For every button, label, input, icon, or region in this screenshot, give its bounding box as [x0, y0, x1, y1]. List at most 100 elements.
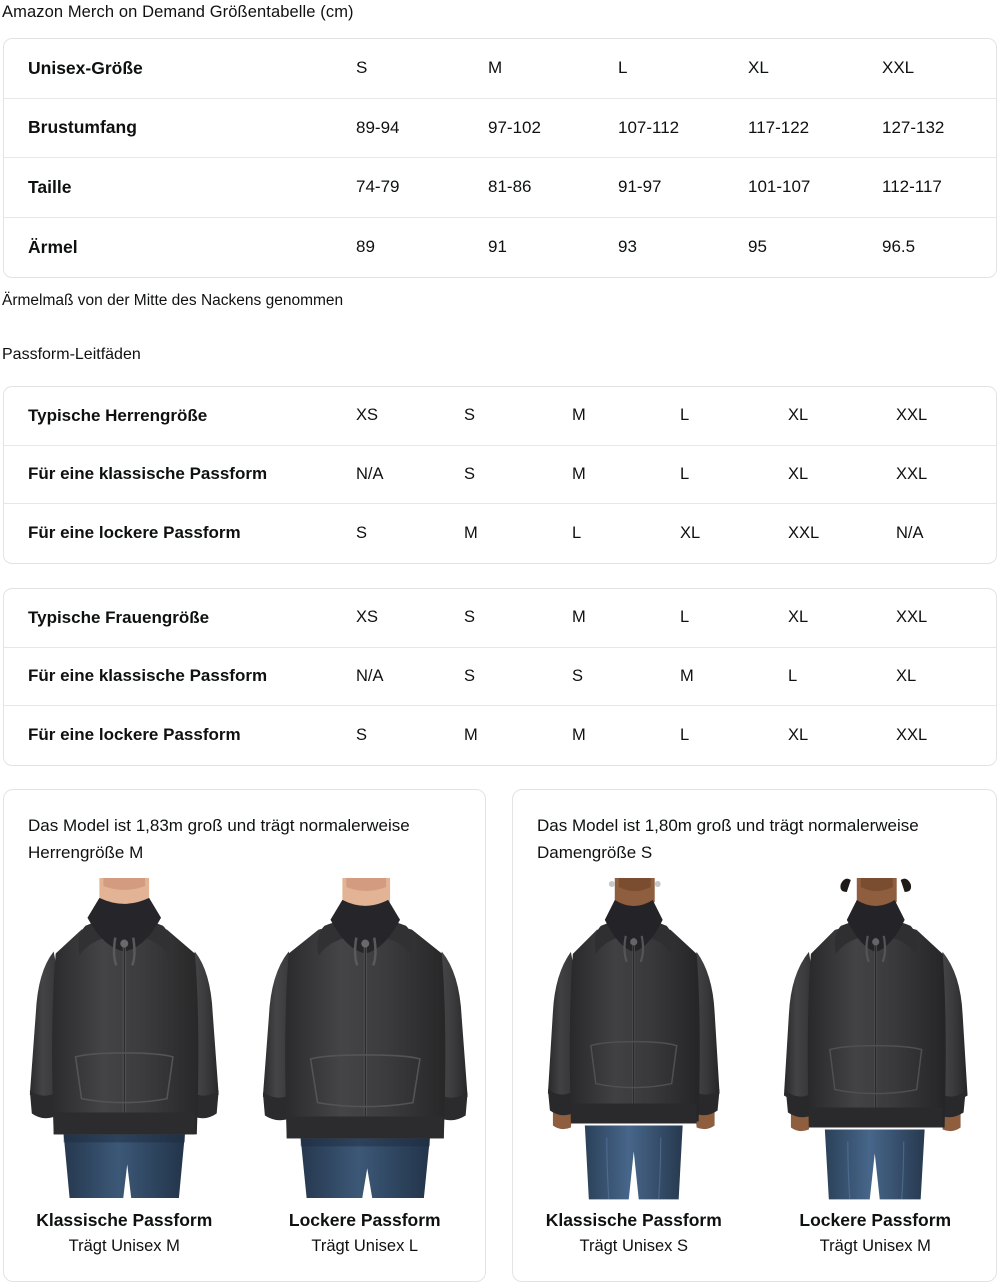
table-row-header: Typische Herrengröße XS S M L XL XXL [4, 387, 996, 446]
table-cell: M [464, 523, 478, 542]
table-cell: S [464, 666, 476, 685]
female-model-relaxed-photo [754, 878, 996, 1200]
mens-figure-captions: Klassische Passform Trägt Unisex M Locke… [4, 1207, 485, 1259]
row-header-label: Unisex-Größe [28, 57, 143, 78]
table-cell: L [572, 523, 582, 542]
table-cell: N/A [356, 666, 384, 685]
table-cell: S [356, 725, 368, 744]
womens-model-card: Das Model ist 1,80m groß und trägt norma… [512, 789, 997, 1282]
table-row: Für eine klassische Passform N/A S M L X… [4, 446, 996, 504]
table-cell: 91-97 [618, 177, 662, 197]
table-cell: XXL [896, 725, 928, 744]
table-cell: L [680, 464, 690, 483]
table-cell: N/A [356, 464, 384, 483]
row-header-label: Ärmel [28, 236, 78, 257]
row-header-label: Typische Frauengröße [28, 607, 210, 627]
caption-subtitle: Trägt Unisex M [819, 1237, 931, 1255]
sleeve-measurement-note: Ärmelmaß von der Mitte des Nackens genom… [2, 292, 344, 309]
table-cell: S [464, 464, 476, 483]
table-row: Für eine lockere Passform S M M L XL XXL [4, 706, 996, 765]
womens-classic-fit-caption: Klassische Passform Trägt Unisex S [513, 1207, 755, 1259]
mens-model-figures [4, 878, 485, 1200]
table-cell: S [356, 523, 368, 542]
column-header-xxl: XXL [896, 406, 928, 425]
table-cell: 89-94 [356, 117, 400, 137]
row-header-label: Brustumfang [28, 117, 137, 138]
womens-model-figures [513, 878, 996, 1200]
unisex-size-table: Unisex-Größe S M L XL XXL Brustumfang 89… [3, 38, 997, 278]
table-cell: XL [680, 523, 701, 542]
male-model-classic-photo [4, 878, 245, 1199]
table-cell: M [680, 666, 694, 685]
table-row: Taille 74-79 81-86 91-97 101-107 112-117 [4, 158, 996, 218]
mens-relaxed-fit-figure [244, 878, 485, 1200]
mens-model-card: Das Model ist 1,83m groß und trägt norma… [3, 789, 486, 1282]
row-header-label: Typische Herrengröße [28, 405, 208, 425]
row-header-label: Taille [28, 176, 72, 197]
column-header-xs: XS [356, 608, 379, 627]
table-cell: 81-86 [488, 177, 532, 197]
column-header-xl: XL [788, 406, 809, 425]
womens-relaxed-fit-caption: Lockere Passform Trägt Unisex M [755, 1207, 997, 1259]
table-cell: 93 [618, 237, 637, 257]
table-row: Brustumfang 89-94 97-102 107-112 117-122… [4, 99, 996, 158]
fit-guides-heading: Passform-Leitfäden [2, 346, 141, 363]
female-model-classic-photo [513, 878, 755, 1200]
table-row: Für eine klassische Passform N/A S S M L… [4, 648, 996, 706]
row-header-label: Für eine klassische Passform [28, 666, 268, 686]
column-header-s: S [464, 406, 476, 425]
table-cell: 74-79 [356, 177, 400, 197]
womens-figure-captions: Klassische Passform Trägt Unisex S Locke… [513, 1207, 996, 1259]
womens-classic-fit-figure [513, 878, 755, 1200]
table-row-header: Unisex-Größe S M L XL XXL [4, 39, 996, 99]
column-header-xs: XS [356, 406, 379, 425]
caption-title: Klassische Passform [36, 1210, 213, 1230]
row-header-label: Für eine lockere Passform [28, 725, 241, 745]
caption-title: Lockere Passform [288, 1210, 441, 1230]
table-cell: XXL [788, 523, 820, 542]
table-cell: S [572, 666, 584, 685]
table-row: Für eine lockere Passform S M L XL XXL N… [4, 504, 996, 563]
table-cell: 91 [488, 237, 507, 257]
caption-subtitle: Trägt Unisex L [311, 1237, 419, 1255]
caption-subtitle: Trägt Unisex S [579, 1237, 688, 1255]
page-title: Amazon Merch on Demand Größentabelle (cm… [2, 3, 354, 21]
table-cell: L [788, 666, 798, 685]
caption-title: Klassische Passform [545, 1210, 722, 1230]
table-cell: 101-107 [748, 177, 811, 197]
mens-model-description: Das Model ist 1,83m groß und trägt norma… [28, 816, 410, 862]
column-header-m: M [572, 608, 586, 627]
table-row: Ärmel 89 91 93 95 96.5 [4, 218, 996, 278]
table-row-header: Typische Frauengröße XS S M L XL XXL [4, 589, 996, 648]
column-header-s: S [356, 58, 368, 78]
table-cell: 97-102 [488, 117, 541, 137]
table-cell: N/A [896, 523, 924, 542]
column-header-l: L [680, 608, 690, 627]
table-cell: 95 [748, 237, 767, 257]
column-header-m: M [488, 58, 503, 78]
table-cell: XL [788, 725, 809, 744]
table-cell: M [572, 464, 586, 483]
mens-relaxed-fit-caption: Lockere Passform Trägt Unisex L [245, 1207, 486, 1259]
table-cell: 127-132 [882, 117, 945, 137]
table-cell: 96.5 [882, 237, 916, 257]
row-header-label: Für eine lockere Passform [28, 523, 241, 543]
row-header-label: Für eine klassische Passform [28, 464, 268, 484]
mens-classic-fit-figure [4, 878, 245, 1200]
column-header-xl: XL [788, 608, 809, 627]
table-cell: L [680, 725, 690, 744]
column-header-xxl: XXL [882, 58, 915, 78]
column-header-m: M [572, 406, 586, 425]
table-cell: XL [896, 666, 917, 685]
table-cell: 112-117 [882, 177, 942, 197]
column-header-l: L [618, 58, 628, 78]
mens-classic-fit-caption: Klassische Passform Trägt Unisex M [4, 1207, 245, 1259]
column-header-xxl: XXL [896, 608, 928, 627]
table-cell: 107-112 [618, 117, 680, 137]
womens-model-description: Das Model ist 1,80m groß und trägt norma… [537, 816, 919, 862]
mens-fit-guide-table: Typische Herrengröße XS S M L XL XXL Für… [3, 386, 997, 564]
table-cell: M [572, 725, 586, 744]
table-cell: 117-122 [748, 117, 810, 137]
caption-subtitle: Trägt Unisex M [68, 1237, 180, 1255]
